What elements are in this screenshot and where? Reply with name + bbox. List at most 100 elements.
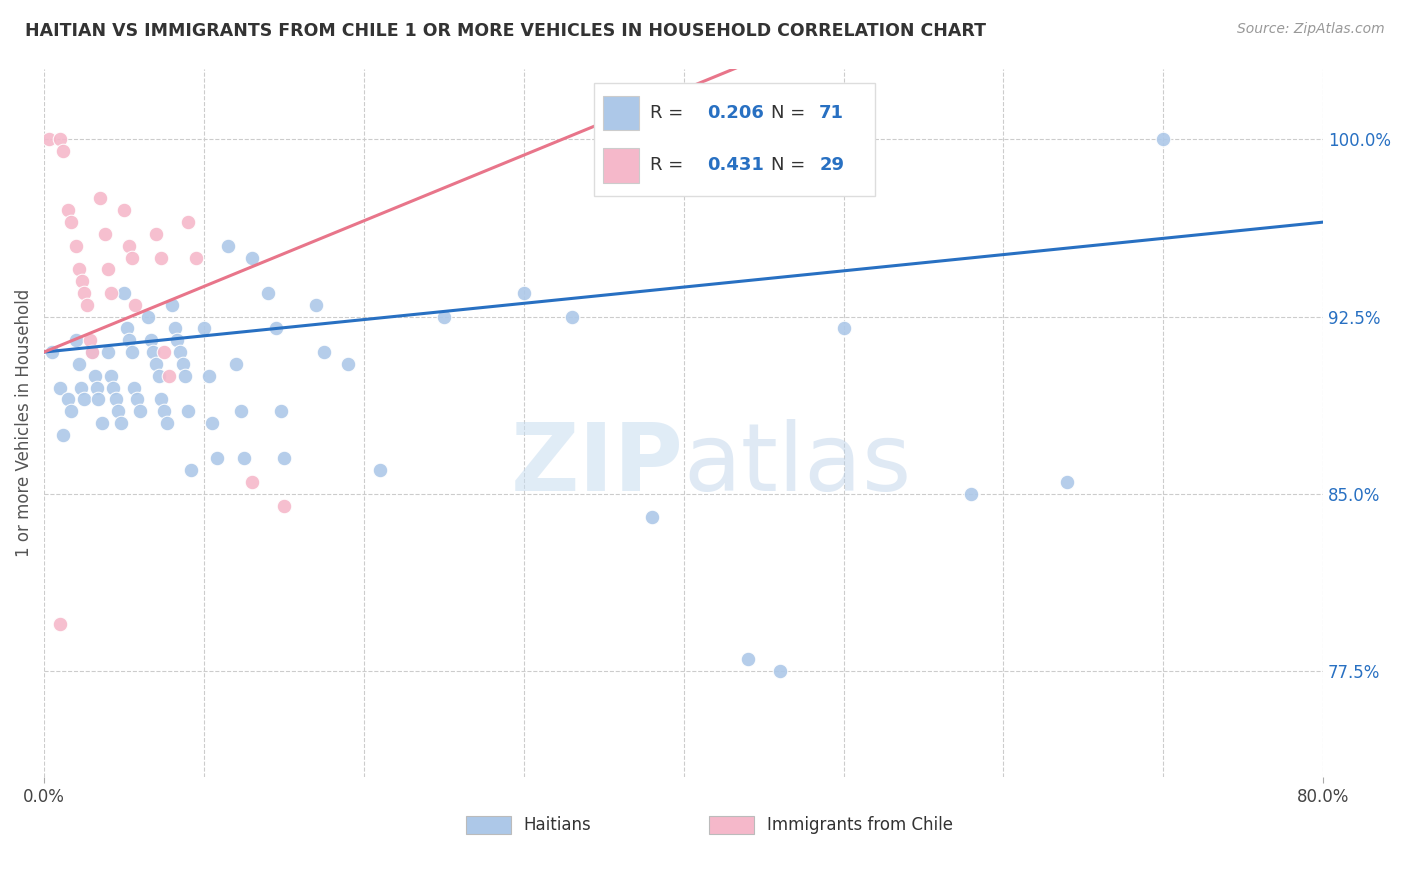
Point — [86, 380, 108, 394]
Point — [118, 333, 141, 347]
Point — [67, 357, 90, 371]
Point — [217, 238, 239, 252]
Text: ZIP: ZIP — [510, 419, 683, 511]
Point — [153, 345, 176, 359]
Point — [180, 463, 202, 477]
Point — [118, 238, 141, 252]
Point — [640, 510, 662, 524]
Point — [561, 310, 583, 324]
Point — [270, 404, 292, 418]
Point — [73, 392, 96, 407]
Point — [100, 368, 122, 383]
Point — [177, 404, 200, 418]
Point — [107, 404, 129, 418]
Point — [149, 392, 172, 407]
Point — [368, 463, 391, 477]
Point — [94, 227, 117, 241]
Point — [100, 285, 122, 300]
Point — [166, 333, 188, 347]
Point — [38, 132, 60, 146]
Point — [60, 404, 83, 418]
Point — [737, 652, 759, 666]
Point — [65, 238, 87, 252]
Point — [257, 285, 280, 300]
Point — [148, 368, 170, 383]
Point — [273, 451, 295, 466]
Point — [117, 321, 139, 335]
Point — [1056, 475, 1078, 489]
Point — [165, 321, 187, 335]
Point — [67, 262, 90, 277]
Point — [136, 310, 159, 324]
Point — [184, 251, 207, 265]
Point — [76, 298, 98, 312]
Point — [105, 392, 128, 407]
Point — [832, 321, 855, 335]
Point — [122, 380, 145, 394]
Point — [121, 345, 143, 359]
Point — [225, 357, 247, 371]
Point — [41, 345, 63, 359]
Point — [90, 416, 112, 430]
Point — [960, 487, 983, 501]
Point — [264, 321, 287, 335]
Point — [160, 298, 183, 312]
Point — [125, 392, 148, 407]
Point — [72, 274, 94, 288]
Point — [87, 392, 110, 407]
Point — [89, 192, 111, 206]
FancyBboxPatch shape — [467, 816, 510, 834]
Point — [305, 298, 328, 312]
Point — [141, 333, 163, 347]
Point — [84, 368, 107, 383]
Point — [157, 368, 180, 383]
Point — [433, 310, 456, 324]
Point — [233, 451, 256, 466]
Point — [201, 416, 224, 430]
Point — [1152, 132, 1174, 146]
Point — [49, 380, 72, 394]
Point — [121, 251, 143, 265]
Text: atlas: atlas — [683, 419, 912, 511]
Point — [149, 251, 172, 265]
Point — [110, 416, 132, 430]
Point — [56, 392, 79, 407]
Point — [56, 203, 79, 218]
Point — [273, 499, 295, 513]
Point — [172, 357, 194, 371]
Point — [160, 830, 183, 844]
Point — [197, 368, 219, 383]
Point — [97, 345, 120, 359]
Point — [142, 345, 165, 359]
Text: Haitians: Haitians — [524, 816, 592, 834]
Point — [129, 404, 152, 418]
Point — [112, 203, 135, 218]
Point — [169, 345, 191, 359]
Point — [60, 215, 83, 229]
Point — [52, 427, 75, 442]
Point — [312, 345, 335, 359]
Point — [153, 404, 176, 418]
Point — [156, 416, 179, 430]
Point — [240, 251, 263, 265]
Text: Source: ZipAtlas.com: Source: ZipAtlas.com — [1237, 22, 1385, 37]
Point — [240, 475, 263, 489]
Point — [513, 285, 536, 300]
Text: HAITIAN VS IMMIGRANTS FROM CHILE 1 OR MORE VEHICLES IN HOUSEHOLD CORRELATION CHA: HAITIAN VS IMMIGRANTS FROM CHILE 1 OR MO… — [25, 22, 986, 40]
Point — [65, 333, 87, 347]
Point — [49, 132, 72, 146]
Point — [336, 357, 359, 371]
FancyBboxPatch shape — [709, 816, 754, 834]
Text: Immigrants from Chile: Immigrants from Chile — [766, 816, 953, 834]
Point — [101, 380, 124, 394]
Y-axis label: 1 or more Vehicles in Household: 1 or more Vehicles in Household — [15, 289, 32, 558]
Point — [145, 227, 167, 241]
Point — [193, 321, 215, 335]
Point — [768, 664, 790, 678]
Point — [73, 285, 96, 300]
Point — [205, 451, 228, 466]
Point — [80, 345, 103, 359]
Point — [97, 262, 120, 277]
Point — [80, 345, 103, 359]
Point — [229, 404, 252, 418]
